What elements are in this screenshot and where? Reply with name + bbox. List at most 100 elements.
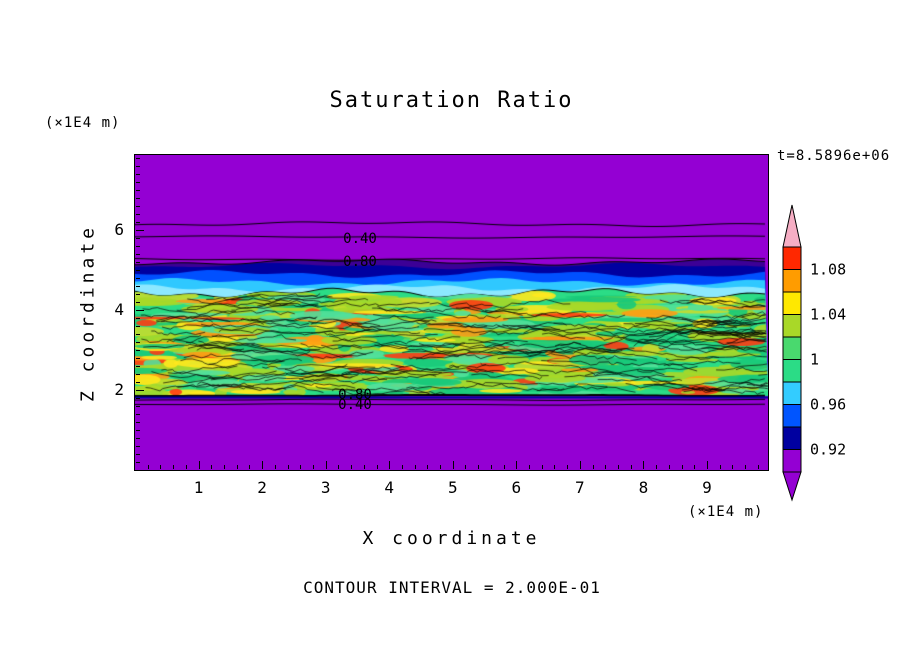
colorbar-segment	[782, 426, 802, 450]
x-axis-tick	[681, 465, 683, 469]
z-axis-tick	[136, 398, 140, 400]
x-axis-tick	[147, 465, 149, 469]
x-axis-tick	[630, 465, 632, 469]
x-axis-tick	[465, 465, 467, 469]
x-axis-tick	[236, 465, 238, 469]
x-axis-tick	[490, 465, 492, 469]
z-axis-tick	[136, 318, 140, 320]
z-tick-label: 4	[114, 300, 124, 320]
x-axis-tick	[376, 465, 378, 469]
x-axis-tick	[554, 465, 556, 469]
z-axis-tick	[136, 190, 140, 192]
x-axis-tick	[198, 461, 200, 469]
x-axis-tick	[618, 465, 619, 469]
colorbar-segment	[782, 291, 802, 315]
z-axis-tick	[136, 270, 140, 272]
x-axis-tick	[529, 465, 531, 469]
z-axis-tick	[136, 278, 140, 280]
z-axis-tick	[136, 334, 140, 336]
z-axis-tick	[136, 302, 140, 304]
x-tick-label: 4	[384, 478, 395, 497]
colorbar-tick-label: 0.92	[810, 441, 846, 459]
colorbar-tick-label: 1	[810, 351, 819, 369]
x-axis-tick	[605, 465, 607, 469]
x-axis-tick	[363, 465, 365, 469]
x-axis-tick	[185, 465, 187, 469]
x-axis-tick	[503, 465, 505, 469]
z-axis-tick	[136, 206, 140, 208]
x-axis-tick	[401, 465, 403, 469]
x-tick-label: 1	[193, 478, 204, 497]
x-axis-tick	[440, 465, 442, 469]
z-axis-tick	[136, 350, 140, 352]
colorbar: 1.08 1.04 1 0.96 0.92	[782, 204, 846, 502]
x-axis-tick	[745, 465, 747, 469]
contour-value-label: 0.40	[343, 231, 377, 247]
x-tick-label: 9	[702, 478, 712, 497]
colorbar-segment	[782, 404, 802, 428]
x-axis-tick	[325, 461, 327, 469]
colorbar-bottom-point	[782, 471, 802, 502]
x-axis-tick	[351, 465, 353, 469]
z-axis-tick	[136, 342, 140, 344]
z-axis-tick	[136, 254, 140, 256]
x-axis-tick	[706, 461, 708, 469]
x-tick-label: 8	[638, 478, 649, 497]
colorbar-segment	[782, 359, 802, 383]
x-axis-tick	[211, 465, 213, 469]
z-axis-tick	[136, 238, 140, 240]
z-axis-tick	[136, 214, 140, 216]
x-axis-tick	[427, 465, 429, 469]
time-annotation: t=8.5896e+06	[777, 148, 891, 164]
contour-value-label: 0.80	[343, 254, 377, 270]
z-axis-tick	[136, 366, 140, 368]
x-axis-tick	[656, 465, 658, 469]
z-axis-tick	[136, 422, 140, 424]
colorbar-segment	[782, 269, 802, 293]
x-axis-tick	[452, 461, 454, 469]
x-axis-label: X coordinate	[362, 528, 541, 549]
x-axis-tick	[567, 465, 569, 469]
z-axis-tick	[136, 286, 140, 288]
x-axis-tick	[592, 465, 594, 469]
x-axis-tick	[312, 465, 314, 469]
x-axis-tick	[300, 465, 302, 469]
x-axis-tick	[719, 465, 721, 469]
z-axis-tick	[136, 358, 140, 360]
x-axis-tick	[249, 465, 251, 469]
z-axis-tick	[136, 390, 144, 392]
x-tick-label: 5	[447, 478, 458, 497]
z-axis-label: Z coordinate	[77, 223, 99, 403]
z-axis-tick	[136, 230, 144, 232]
x-tick-label: 6	[511, 478, 522, 497]
x-axis-tick	[262, 461, 264, 469]
colorbar-top-point	[782, 204, 802, 248]
x-axis-tick	[478, 465, 480, 469]
x-axis-tick	[757, 465, 759, 469]
z-axis-tick	[136, 166, 140, 168]
x-tick-label: 2	[257, 478, 267, 497]
z-axis-tick	[136, 182, 140, 184]
x-axis-tick	[694, 465, 696, 469]
x-axis-tick	[160, 465, 162, 469]
z-axis-tick	[136, 462, 140, 463]
z-axis-tick	[136, 262, 140, 264]
colorbar-segment	[782, 314, 802, 338]
x-axis-tick	[668, 465, 670, 469]
x-axis-tick	[274, 465, 276, 469]
z-axis-tick	[136, 222, 140, 224]
x-axis-tick	[541, 465, 543, 469]
z-axis-tick	[136, 174, 140, 176]
x-axis-tick	[643, 461, 645, 469]
z-axis-tick	[136, 310, 144, 312]
z-axis-tick	[136, 406, 140, 408]
x-axis-tick	[173, 465, 175, 469]
colorbar-segment	[782, 246, 802, 270]
x-axis-tick	[516, 461, 518, 469]
x-axis-tick	[287, 465, 289, 469]
colorbar-tick-label: 1.08	[810, 261, 846, 279]
chart-title: Saturation Ratio	[329, 88, 574, 113]
x-axis-tick	[338, 465, 340, 469]
x-axis-unit-label: (×1E4 m)	[688, 504, 764, 520]
colorbar-segment	[782, 449, 802, 473]
